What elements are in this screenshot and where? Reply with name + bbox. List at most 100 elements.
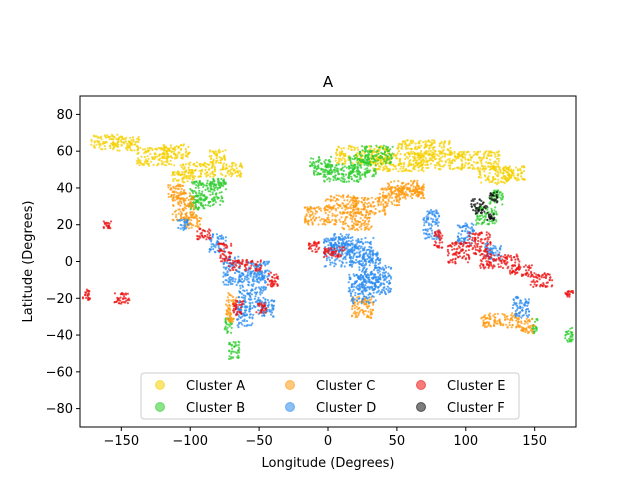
- data-point: [350, 145, 353, 148]
- data-point: [493, 313, 496, 316]
- data-point: [383, 194, 386, 197]
- data-point: [501, 192, 504, 195]
- data-point: [221, 168, 224, 171]
- data-point: [203, 161, 206, 164]
- data-point: [499, 323, 502, 326]
- data-point: [377, 286, 380, 289]
- data-point: [380, 144, 383, 148]
- data-point: [496, 175, 500, 178]
- data-point: [322, 241, 326, 244]
- data-point: [184, 199, 187, 202]
- data-point: [245, 278, 248, 281]
- data-point: [330, 171, 333, 174]
- data-point: [358, 288, 362, 291]
- data-point: [426, 230, 429, 233]
- data-point: [212, 175, 215, 178]
- data-point: [442, 152, 445, 155]
- data-point: [177, 145, 181, 148]
- data-point: [239, 175, 242, 178]
- data-point: [185, 214, 188, 218]
- data-point: [358, 268, 361, 271]
- data-point: [378, 210, 381, 213]
- data-point: [362, 310, 365, 313]
- data-point: [337, 157, 340, 160]
- data-point: [229, 278, 232, 282]
- data-point: [180, 153, 183, 156]
- data-point: [503, 182, 506, 185]
- data-point: [564, 334, 567, 337]
- data-point: [363, 221, 366, 224]
- data-point: [346, 207, 349, 210]
- data-point: [485, 317, 488, 320]
- data-point: [194, 202, 197, 205]
- data-point: [342, 257, 345, 260]
- data-point: [351, 283, 354, 286]
- data-point: [393, 180, 396, 183]
- data-point: [486, 178, 489, 181]
- data-point: [215, 153, 218, 156]
- data-point: [180, 219, 183, 222]
- data-point: [356, 284, 359, 287]
- data-point: [399, 158, 402, 161]
- data-point: [456, 156, 459, 159]
- data-point: [343, 212, 346, 215]
- data-point: [207, 201, 210, 204]
- data-point: [338, 218, 341, 221]
- data-point: [345, 180, 348, 183]
- data-point: [327, 213, 330, 217]
- data-point: [243, 320, 246, 323]
- data-point: [339, 179, 342, 182]
- data-point: [208, 167, 211, 170]
- data-point: [368, 296, 371, 299]
- data-point: [183, 173, 186, 176]
- data-point: [486, 223, 489, 226]
- data-point: [364, 155, 367, 159]
- data-point: [324, 265, 327, 268]
- data-point: [374, 286, 377, 289]
- data-point: [238, 173, 242, 176]
- data-point: [231, 282, 234, 286]
- data-point: [367, 201, 371, 204]
- data-point: [212, 162, 215, 166]
- data-point: [482, 215, 485, 219]
- data-point: [430, 143, 433, 146]
- data-point: [350, 199, 353, 202]
- data-point: [223, 162, 226, 165]
- data-point: [131, 136, 134, 139]
- data-point: [329, 160, 332, 163]
- data-point: [348, 276, 351, 279]
- data-point: [404, 169, 407, 172]
- data-point: [379, 261, 382, 264]
- data-point: [410, 163, 413, 166]
- data-point: [351, 307, 354, 311]
- data-point: [235, 283, 238, 287]
- data-point: [458, 224, 461, 227]
- data-point: [456, 235, 459, 239]
- data-point: [165, 164, 168, 167]
- data-point: [494, 172, 497, 176]
- data-point: [187, 174, 190, 177]
- data-point: [368, 280, 371, 283]
- data-point: [171, 156, 174, 159]
- data-point: [372, 174, 376, 178]
- data-point: [499, 168, 502, 171]
- data-point: [228, 303, 231, 307]
- data-points-layer: [81, 133, 575, 360]
- data-point: [201, 194, 204, 197]
- data-point: [385, 166, 388, 170]
- data-point: [357, 173, 360, 176]
- data-point: [363, 216, 366, 219]
- data-point: [337, 145, 340, 148]
- data-point: [257, 281, 261, 284]
- data-point: [347, 177, 351, 180]
- data-point: [195, 184, 198, 187]
- data-point: [259, 299, 262, 302]
- data-point: [226, 330, 230, 333]
- data-point: [479, 167, 482, 170]
- data-point: [473, 160, 476, 164]
- data-point: [359, 176, 362, 179]
- data-point: [352, 261, 355, 264]
- data-point: [533, 330, 536, 333]
- data-point: [360, 300, 364, 303]
